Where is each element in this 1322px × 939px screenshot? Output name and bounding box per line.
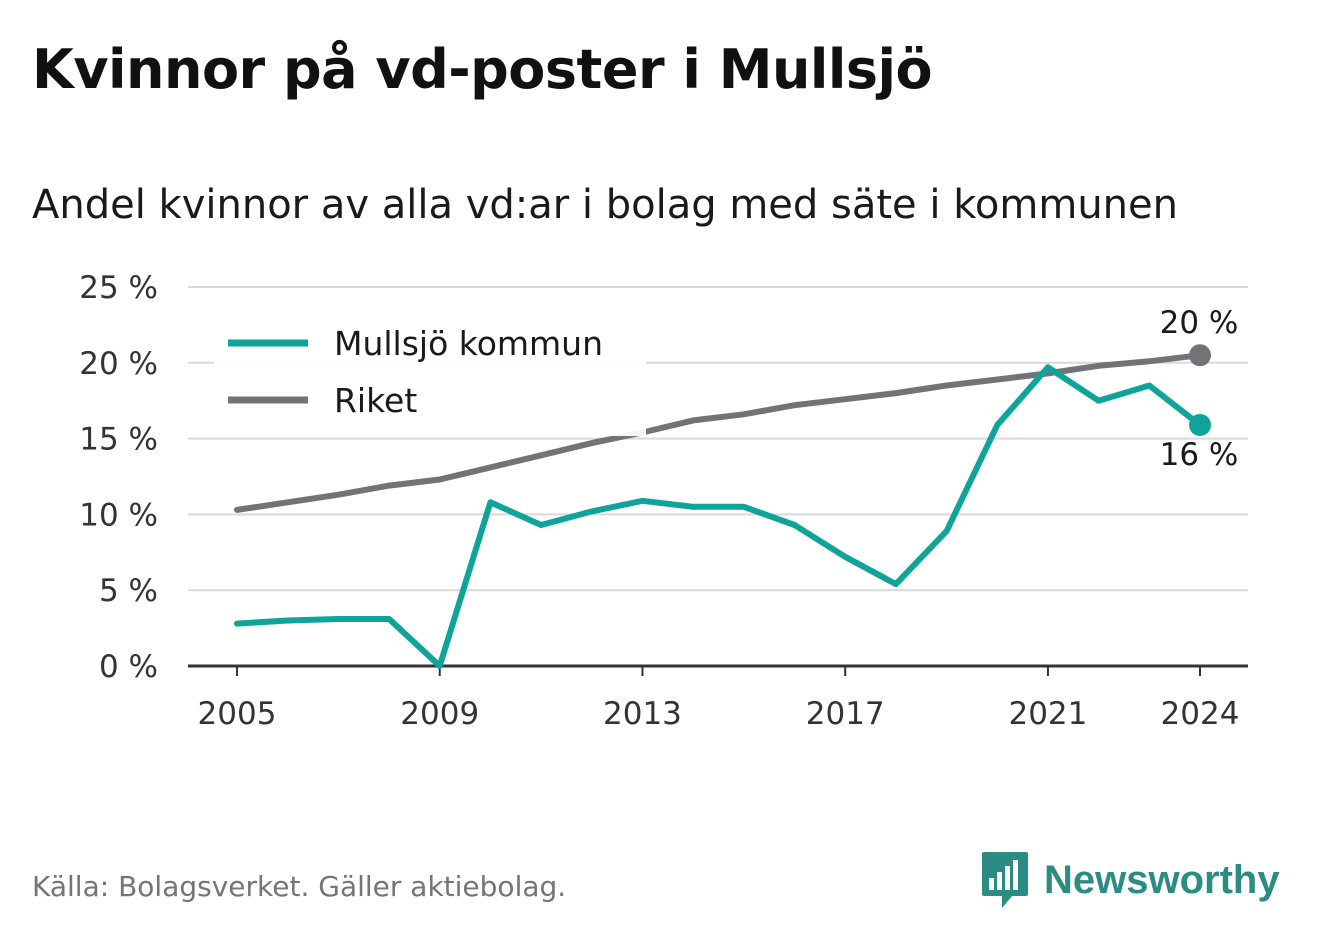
y-tick-label: 5 %	[99, 573, 158, 609]
end-value-label: 20 %	[1160, 305, 1239, 341]
end-point	[1189, 344, 1211, 367]
legend: Mullsjö kommun Riket	[214, 312, 646, 436]
x-tick-label: 2013	[603, 696, 682, 732]
source-note: Källa: Bolagsverket. Gäller aktiebolag.	[32, 870, 567, 903]
legend-label: Riket	[334, 381, 417, 420]
chart-title: Kvinnor på vd-poster i Mullsjö	[32, 38, 933, 101]
y-axis-ticks: 0 % 5 % 10 % 15 % 20 % 25 %	[79, 270, 158, 685]
y-tick-label: 15 %	[79, 422, 158, 458]
legend-background	[214, 312, 646, 436]
x-tick-label: 2009	[400, 696, 479, 732]
y-tick-label: 25 %	[79, 270, 158, 306]
brand-name: Newsworthy	[1044, 857, 1280, 902]
x-tick-label: 2024	[1161, 696, 1240, 732]
end-point	[1189, 413, 1211, 436]
series-lines	[234, 352, 1203, 669]
x-axis-ticks: 2005 2009 2013 2017 2021 2024	[188, 664, 1248, 732]
end-value-label: 16 %	[1160, 437, 1239, 473]
newsworthy-logo-icon	[982, 852, 1028, 908]
x-tick-label: 2017	[806, 696, 885, 732]
y-tick-label: 0 %	[99, 649, 158, 685]
end-labels: 16 % 20 %	[1160, 305, 1239, 473]
series-line-0	[234, 364, 1203, 669]
x-tick-label: 2005	[198, 696, 277, 732]
chart-subtitle: Andel kvinnor av alla vd:ar i bolag med …	[32, 182, 1178, 228]
x-tick-label: 2021	[1008, 696, 1087, 732]
y-tick-label: 10 %	[79, 497, 158, 533]
y-tick-label: 20 %	[79, 346, 158, 382]
brand-logo: Newsworthy	[980, 850, 1280, 910]
legend-label: Mullsjö kommun	[334, 324, 603, 363]
